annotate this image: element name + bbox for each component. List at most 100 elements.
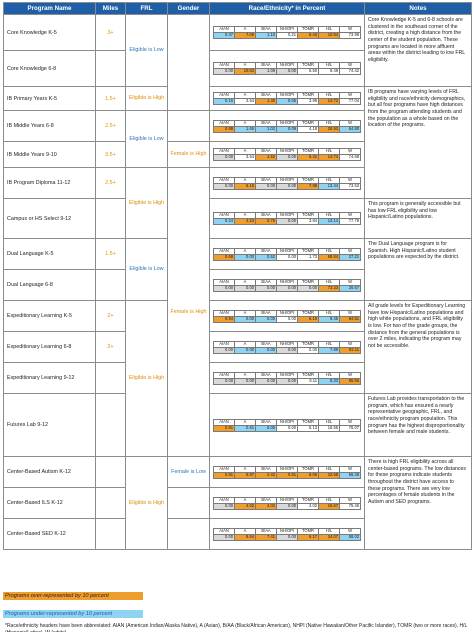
miles-value (95, 456, 126, 488)
gender-status (167, 487, 210, 519)
program-note: Core Knowledge K-5 and 6-8 schools are c… (364, 14, 472, 87)
program-name: Center-Based ILS K-12 (3, 487, 96, 519)
race-value: 0.00 (234, 377, 256, 385)
race-breakdown: AIAN A B/AA NH/OPI TOMR H/L W 0.89 1.65 1.02 0.09 4… (209, 110, 365, 142)
header-notes: Notes (364, 2, 472, 15)
program-demographics-table: Program Name Miles FRL Gender Race/Ethni… (3, 2, 472, 550)
table-row: Expeditionary Learning K-5 2+ Eligible is … (3, 300, 472, 457)
miles-value (95, 269, 126, 301)
miles-value: 1.5+ (95, 86, 126, 111)
gender-status: Female is High (167, 167, 210, 457)
race-value: 10.53 (234, 68, 256, 75)
race-value: 14.74 (318, 154, 340, 161)
frl-status: Eligible is Low (125, 238, 168, 301)
race-value: 1.52 (255, 154, 277, 161)
race-breakdown: AIAN A B/AA NH/OPI TOMR H/L W 0.24 4.23 0.76 0.00 3… (209, 198, 365, 239)
race-mini-table: AIAN A B/AA NH/OPI TOMR H/L W 0.00 0.00 0.00 0.00 0… (213, 278, 361, 292)
program-name: Campus or HS Select 9-12 (3, 198, 96, 239)
race-value: 8.45 (318, 315, 340, 323)
race-breakdown: AIAN A B/AA NH/OPI TOMR H/L W 0.37 7.06 1.10 0.21 6… (209, 14, 365, 51)
race-value: 0.52 (255, 253, 277, 261)
program-name: Dual Language 6-8 (3, 269, 96, 301)
race-value: 75.46 (339, 502, 361, 510)
program-name: Core Knowledge K-5 (3, 14, 96, 51)
race-value: 0.00 (234, 315, 256, 323)
race-value: 0.00 (276, 68, 298, 75)
race-value: 0.37 (213, 32, 235, 39)
race-breakdown: AIAN A B/AA NH/OPI TOMR H/L W 0.00 4.02 4.02 0.00 4… (209, 487, 365, 519)
race-value: 0.61 (234, 424, 256, 432)
table-row: Core Knowledge 6-8 AIAN A B/AA NH/OPI TOMR H/L… (3, 50, 472, 87)
program-name: Expeditionary Learning 6-8 (3, 331, 96, 363)
race-value: 24.07 (318, 533, 340, 541)
race-breakdown: AIAN A B/AA NH/OPI TOMR H/L W 0.61 0.61 0.00 0.00 6… (209, 393, 365, 457)
race-value: 16.56 (318, 424, 340, 432)
race-breakdown: AIAN A B/AA NH/OPI TOMR H/L W 0.00 0.00 0.00 0.00 0… (209, 269, 365, 301)
program-name: IB Primary Years K-5 (3, 86, 96, 111)
race-value: 58.02 (339, 533, 361, 541)
table-row: Center-Based Autism K-12 Eligible is High… (3, 456, 472, 550)
program-name: IB Program Diploma 11-12 (3, 167, 96, 199)
program-note: Futures Lab provides transportation to t… (364, 393, 472, 457)
race-value: 0.00 (276, 154, 298, 161)
race-value: 8.49 (318, 68, 340, 75)
race-mini-table: AIAN A B/AA NH/OPI TOMR H/L W 0.00 3.64 1.52 0.00 5… (213, 148, 361, 161)
race-mini-table: AIAN A B/AA NH/OPI TOMR H/L W 0.61 0.61 0.00 0.00 6… (213, 418, 361, 432)
race-value: 6.11 (297, 377, 319, 385)
race-breakdown: AIAN A B/AA NH/OPI TOMR H/L W 0.00 3.64 1.52 0.00 5… (209, 141, 365, 168)
program-name: IB Middle Years 6-8 (3, 110, 96, 142)
race-value: 0.00 (276, 182, 298, 190)
program-note: All grade levels for Expeditionary Learn… (364, 300, 472, 394)
race-value: 0.00 (255, 377, 277, 385)
table-row: Core Knowledge K-5 3+ Eligible is Low AIAN A… (3, 14, 472, 111)
race-value: 0.00 (276, 253, 298, 261)
race-mini-table: AIAN A B/AA NH/OPI TOMR H/L W 0.69 0.00 0.52 0.00 1… (213, 247, 361, 261)
race-value: 0.00 (297, 346, 319, 354)
race-mini-table: AIAN A B/AA NH/OPI TOMR H/L W 0.00 4.02 4.02 0.00 4… (213, 496, 361, 510)
race-value: 1.40 (255, 98, 277, 105)
table-row: Center-Based SED K-12 AIAN A B/AA NH/OPI TOMR… (3, 518, 472, 550)
miles-value: 2.5+ (95, 167, 126, 199)
race-breakdown: AIAN A B/AA NH/OPI TOMR H/L W 0.00 5.15 0.00 0.00 7… (209, 167, 365, 199)
race-mini-table: AIAN A B/AA NH/OPI TOMR H/L W 0.00 0.00 0.00 0.00 0… (213, 340, 361, 354)
gender-status: Female is High (167, 141, 210, 168)
race-value: 74.68 (339, 154, 361, 161)
race-value: 8.87 (234, 471, 256, 479)
race-value: 4.18 (297, 125, 319, 133)
race-value: 13.44 (318, 182, 340, 190)
legend-over: Programs over-represented by 10 percent (3, 592, 143, 600)
miles-value: 3.5+ (95, 141, 126, 168)
legend-under: Programs under-represented by 10 percent (3, 610, 143, 618)
frl-status: Eligible is Low (125, 14, 168, 87)
race-value: 0.00 (213, 154, 235, 161)
gender-status: Female is Low (167, 456, 210, 488)
race-value: 84.51 (339, 315, 361, 323)
gender-status (167, 14, 210, 111)
race-value: 0.00 (276, 315, 298, 323)
race-value: 4.23 (234, 218, 256, 225)
race-mini-table: AIAN A B/AA NH/OPI TOMR H/L W 0.00 5.15 0.00 0.00 7… (213, 176, 361, 190)
race-value: 0.00 (255, 182, 277, 190)
frl-status: Eligible is High (125, 300, 168, 457)
race-value: 0.00 (213, 284, 235, 292)
race-value: 74.42 (339, 68, 361, 75)
miles-value: 2+ (95, 331, 126, 363)
race-value: 4.02 (234, 502, 256, 510)
race-breakdown: AIAN A B/AA NH/OPI TOMR H/L W 0.94 0.00 0.00 0.00 6… (209, 300, 365, 332)
header-row: Program Name Miles FRL Gender Race/Ethni… (3, 2, 472, 15)
race-value: 5.15 (234, 182, 256, 190)
race-value: 73.53 (339, 182, 361, 190)
race-value: 0.00 (276, 424, 298, 432)
program-name: Futures Lab 9-12 (3, 393, 96, 457)
race-value: 0.00 (255, 424, 277, 432)
frl-status: Eligible is High (125, 167, 168, 239)
miles-value (95, 487, 126, 519)
program-name: Expeditionary Learning K-5 (3, 300, 96, 332)
race-mini-table: AIAN A B/AA NH/OPI TOMR H/L W 0.37 7.06 1.10 0.21 6… (213, 26, 361, 39)
race-value: 6.10 (297, 315, 319, 323)
program-name: Center-Based Autism K-12 (3, 456, 96, 488)
race-value: 56.45 (339, 471, 361, 479)
race-value: 0.00 (213, 346, 235, 354)
race-breakdown: AIAN A B/AA NH/OPI TOMR H/L W 0.16 2.64 1.40 0.05 3… (209, 86, 365, 111)
race-value: 1.73 (297, 253, 319, 261)
